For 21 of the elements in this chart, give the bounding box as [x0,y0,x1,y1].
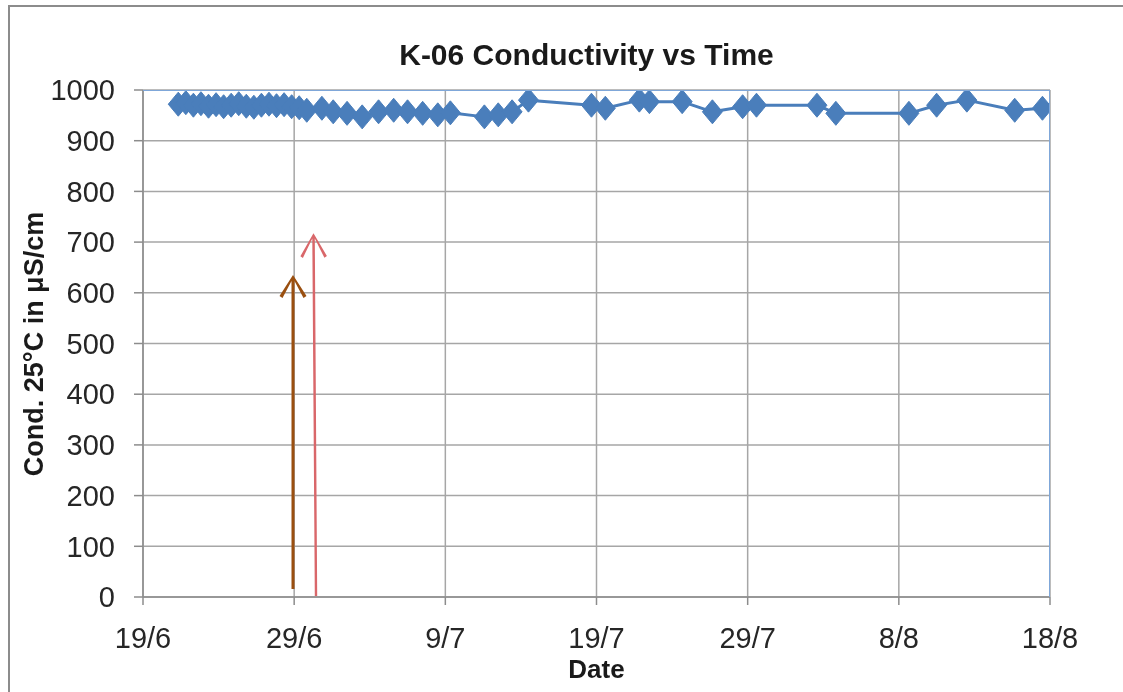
y-tick-label: 400 [66,378,115,411]
y-tick-label: 1000 [50,74,115,107]
y-tick-label: 200 [66,479,115,512]
y-tick-label: 500 [66,327,115,360]
y-tick-label: 700 [66,226,115,259]
chart-title: K-06 Conductivity vs Time [398,38,775,72]
x-tick-label: 18/8 [1021,621,1079,654]
x-axis-title: Date [567,654,626,685]
y-tick-label: 100 [66,530,115,563]
y-tick-label: 300 [66,429,115,462]
x-tick-label: 29/7 [719,621,776,654]
y-tick-label: 0 [98,581,115,614]
x-tick-label: 8/8 [878,621,919,654]
x-tick-label: 19/7 [568,621,625,654]
x-tick-label: 19/6 [114,621,172,654]
x-tick-label: 29/6 [265,621,323,654]
y-tick-label: 600 [66,277,115,310]
y-tick-label: 800 [66,175,115,208]
x-tick-label: 9/7 [425,621,466,654]
y-tick-label: 900 [66,124,115,157]
y-axis-title: Cond. 25°C in μS/cm [19,211,49,477]
